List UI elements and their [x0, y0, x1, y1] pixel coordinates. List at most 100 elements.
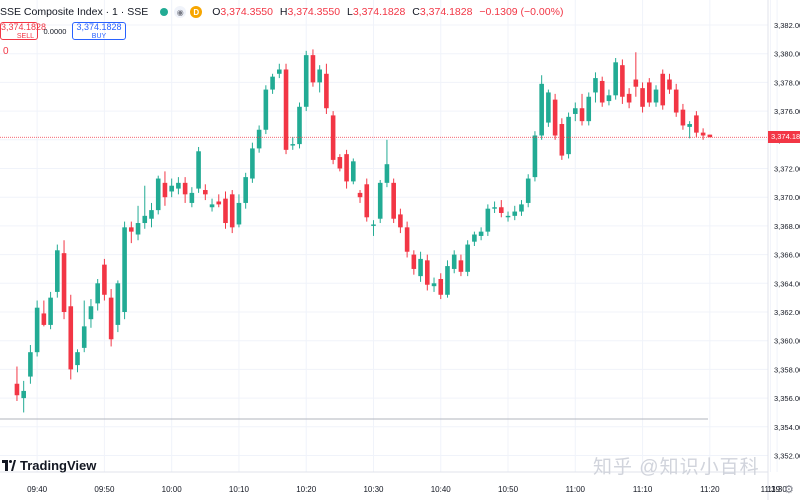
candle-body — [559, 124, 565, 156]
candle — [229, 190, 235, 234]
sell-label: SELL — [16, 33, 34, 40]
candle — [371, 220, 376, 236]
price-tick-label: 3,352.00 — [774, 452, 800, 461]
candle — [451, 250, 457, 274]
candle-body — [149, 210, 154, 219]
candle — [458, 254, 464, 277]
candle-body — [351, 161, 356, 182]
candle-body — [61, 253, 67, 312]
candle — [472, 231, 477, 246]
candle — [707, 134, 713, 138]
candle — [572, 102, 578, 122]
candle — [599, 76, 605, 107]
candle-body — [108, 297, 114, 340]
candle-body — [223, 198, 228, 224]
candle-body — [465, 244, 470, 272]
candle — [330, 111, 336, 165]
settings-gear-icon[interactable]: ⚙ — [784, 484, 794, 496]
ohlc-open-value: 3,374.3550 — [220, 6, 273, 18]
ohlc-values: O3,374.3550 H3,374.3550 L3,374.1828 C3,3… — [212, 6, 567, 18]
candle-body — [667, 79, 672, 90]
price-tick-label: 3,380.00 — [774, 50, 800, 59]
sell-button[interactable]: 3,374.1828 SELL — [0, 22, 46, 40]
candle-body — [606, 95, 612, 102]
candle-body — [498, 207, 504, 213]
symbol-title[interactable]: SSE Composite Index · 1 · SSE — [0, 6, 149, 18]
candle — [593, 72, 598, 103]
buy-button[interactable]: 3,374.1828 BUY — [72, 22, 126, 40]
time-tick-label: 09:40 — [27, 485, 48, 494]
candle-body — [68, 306, 74, 370]
candle-body — [14, 383, 20, 396]
eye-icon[interactable]: ◉ — [174, 6, 187, 18]
ohlc-open-key: O — [212, 6, 221, 18]
candle-body — [330, 115, 336, 160]
candle-body — [337, 157, 343, 169]
price-tick-label: 3,376.00 — [774, 107, 800, 116]
tradingview-logo[interactable]: TradingView — [2, 458, 96, 473]
candle — [694, 111, 699, 137]
volume-indicator[interactable]: 0 — [3, 46, 9, 57]
candle-body — [640, 88, 645, 107]
ohlc-high-value: 3,374.3550 — [287, 6, 341, 18]
candle-body — [626, 93, 632, 103]
candle — [418, 251, 423, 282]
symbol-legend[interactable]: SSE Composite Index · 1 · SSE ◉ D O3,374… — [0, 4, 567, 20]
candle — [620, 59, 625, 104]
time-tick-label: 11:30 — [767, 485, 787, 494]
candle-body — [209, 204, 215, 208]
candle — [660, 69, 666, 110]
candle — [303, 50, 309, 112]
ohlc-high-key: H — [279, 6, 288, 18]
candle — [88, 299, 94, 328]
candle-body — [660, 73, 666, 106]
candle — [552, 93, 558, 140]
spread-value: 0.0000 — [43, 26, 67, 36]
price-tick-label: 3,366.00 — [774, 251, 800, 260]
candle — [216, 194, 222, 208]
price-tick-label: 3,370.00 — [774, 193, 800, 202]
candle — [539, 75, 544, 140]
candle-body — [28, 352, 33, 377]
trade-buttons: 3,374.1828 SELL 0.0000 3,374.1828 BUY — [0, 22, 126, 40]
candle-body — [203, 190, 208, 195]
candle-body — [229, 194, 235, 228]
candle-body — [277, 69, 282, 74]
candle-body — [371, 224, 376, 226]
candle-body — [694, 115, 699, 133]
candle — [700, 128, 706, 140]
candle — [317, 65, 322, 93]
candle-body — [155, 178, 161, 211]
price-axis[interactable]: 3,382.003,380.003,378.003,376.003,374.00… — [774, 21, 800, 461]
candle — [149, 202, 154, 228]
candle-body — [687, 124, 692, 127]
candle — [438, 273, 444, 300]
candle — [129, 221, 134, 244]
candle-body — [532, 135, 538, 178]
candle-body — [189, 192, 195, 203]
candle-body — [303, 55, 309, 107]
time-axis[interactable]: 09:40 09:50 10:00 10:10 10:20 10:30 10:40 10:50… — [27, 485, 787, 494]
tradingview-logo-icon — [2, 460, 16, 471]
candle-body — [324, 73, 329, 109]
candle — [108, 289, 114, 347]
candle-body — [572, 108, 578, 114]
candle — [505, 211, 511, 222]
candles-layer — [14, 49, 713, 413]
candle-body — [599, 80, 605, 103]
candle-body — [552, 99, 558, 136]
candle-body — [566, 116, 571, 155]
candle — [465, 240, 470, 277]
tradingview-logo-text: TradingView — [20, 458, 97, 473]
price-tick-label: 3,364.00 — [774, 279, 800, 288]
candle — [512, 205, 518, 221]
candle-body — [431, 283, 437, 287]
candle — [14, 366, 20, 401]
delayed-data-icon[interactable]: D — [190, 6, 203, 18]
candle-body — [519, 204, 524, 212]
market-status-icon — [160, 8, 169, 16]
candle — [640, 82, 645, 113]
candle — [667, 73, 672, 94]
candle — [680, 103, 686, 130]
